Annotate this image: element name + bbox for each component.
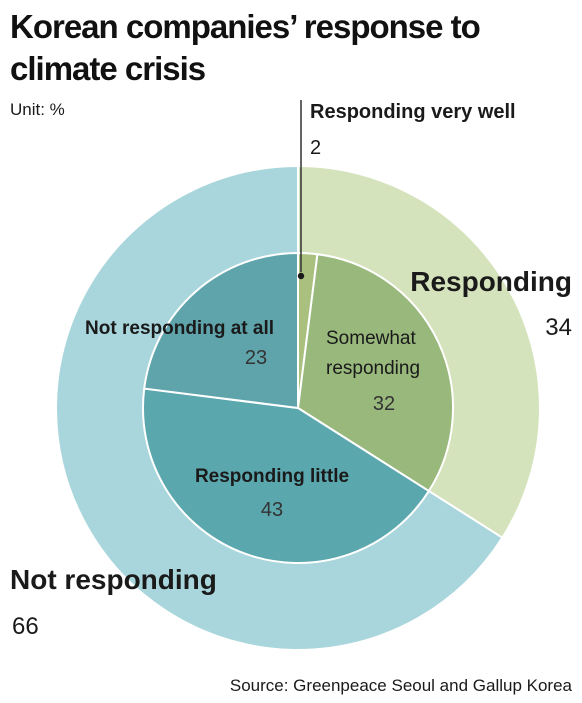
leader-dot xyxy=(297,272,305,280)
source-note: Source: Greenpeace Seoul and Gallup Kore… xyxy=(229,676,572,695)
value-responding-little: 43 xyxy=(261,499,283,521)
chart-title-line-1: Korean companies’ response to xyxy=(10,8,481,45)
value-responding: 34 xyxy=(545,314,572,341)
value-somewhat-responding: 32 xyxy=(373,393,395,415)
chart-title: Korean companies’ response to climate cr… xyxy=(10,6,510,90)
chart-title-line-2: climate crisis xyxy=(10,50,206,87)
label-somewhat-responding-line-1: Somewhat xyxy=(326,328,416,349)
label-responding-very-well: Responding very well xyxy=(310,101,516,123)
label-not-responding: Not responding xyxy=(10,564,217,595)
unit-label: Unit: % xyxy=(10,100,65,119)
inner-pie xyxy=(142,251,454,564)
label-not-responding-at-all: Not responding at all xyxy=(85,318,274,339)
inner-slice-not-responding-at-all xyxy=(143,252,299,409)
value-responding-very-well: 2 xyxy=(310,137,321,159)
value-not-responding: 66 xyxy=(12,613,39,640)
label-somewhat-responding-line-2: responding xyxy=(326,358,420,379)
value-not-responding-at-all: 23 xyxy=(245,347,267,369)
label-responding: Responding xyxy=(410,266,572,297)
label-responding-little: Responding little xyxy=(195,466,349,487)
inner-slice-responding-little xyxy=(142,387,430,564)
